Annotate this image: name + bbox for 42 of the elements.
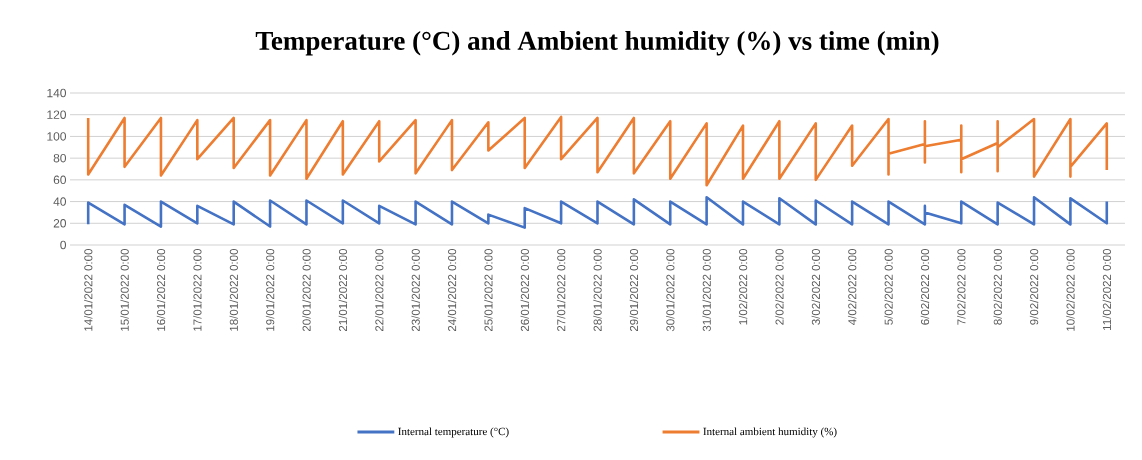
x-tick-label: 29/01/2022 0:00	[629, 248, 639, 332]
x-tick-label: 21/01/2022 0:00	[338, 248, 348, 332]
chart-title: Temperature (°C) and Ambient humidity (%) vs time (min)	[255, 30, 939, 56]
x-tick-label: 26/01/2022 0:00	[520, 248, 529, 332]
line-series	[86, 195, 1109, 229]
x-tick-label: 27/01/2022 0:00	[556, 248, 566, 332]
y-tick-label: 0	[60, 240, 67, 250]
y-tick-label: 20	[53, 219, 67, 228]
x-tick-label: 20/01/2022 0:00	[302, 248, 311, 332]
x-tick-label: 9/02/2022 0:00	[1029, 248, 1039, 325]
x-tick-label: 10/02/2022 0:00	[1066, 248, 1075, 331]
x-tick-label: 7/02/2022 0:00	[957, 248, 966, 325]
x-tick-label: 2/02/2022 0:00	[775, 248, 784, 325]
y-tick-label: 120	[47, 110, 67, 119]
x-tick-label: 6/02/2022 0:00	[920, 248, 930, 325]
x-tick-label: 3/02/2022 0:00	[811, 248, 820, 325]
x-tick-label: 11/02/2022 0:00	[1102, 248, 1111, 330]
x-tick-label: 22/01/2022 0:00	[375, 248, 384, 332]
y-tick-label: 60	[53, 175, 67, 185]
x-tick-label: 17/01/2022 0:00	[193, 248, 202, 331]
legend-label: Internal temperature (°C)	[398, 427, 509, 438]
x-tick-label: 14/01/2022 0:00	[83, 248, 93, 331]
x-tick-label: 5/02/2022 0:00	[884, 248, 893, 325]
x-tick-label: 1/02/2022 0:00	[738, 248, 748, 325]
x-tick-label: 24/01/2022 0:00	[447, 248, 457, 332]
x-tick-label: 31/01/2022 0:00	[702, 248, 711, 332]
x-tick-label: 25/01/2022 0:00	[484, 248, 493, 332]
y-tick-label: 140	[47, 88, 67, 98]
x-tick-label: 4/02/2022 0:00	[847, 248, 857, 325]
x-tick-label: 23/01/2022 0:00	[411, 248, 420, 332]
y-tick-label: 40	[53, 197, 67, 206]
x-tick-label: 18/01/2022 0:00	[229, 248, 238, 331]
x-tick-label: 15/01/2022 0:00	[120, 248, 129, 331]
y-tick-label: 80	[53, 153, 67, 163]
x-tick-label: 16/01/2022 0:00	[156, 248, 166, 331]
x-tick-label: 30/01/2022 0:00	[666, 248, 675, 332]
line-series	[86, 115, 1109, 187]
y-tick-label: 100	[47, 132, 67, 141]
x-tick-label: 28/01/2022 0:00	[593, 248, 602, 332]
x-tick-label: 8/02/2022 0:00	[993, 248, 1002, 325]
x-tick-label: 19/01/2022 0:00	[265, 248, 275, 331]
legend-label: Internal ambient humidity (%)	[703, 427, 837, 438]
